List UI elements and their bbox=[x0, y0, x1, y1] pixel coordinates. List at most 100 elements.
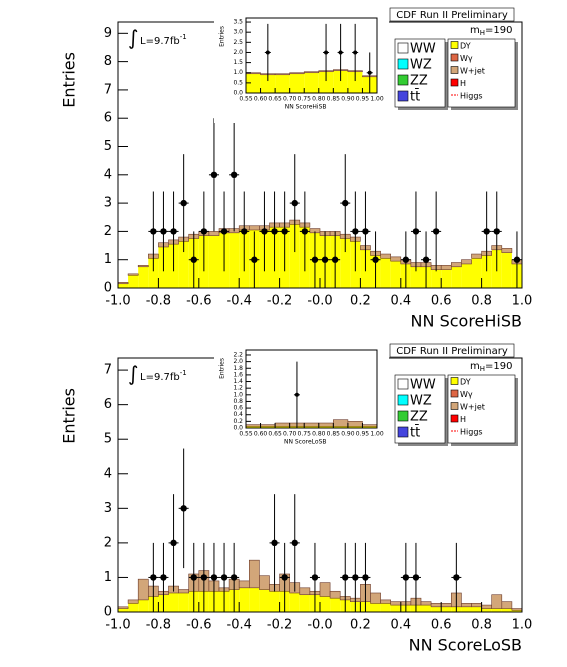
data-point bbox=[291, 199, 298, 207]
data-point bbox=[291, 539, 298, 547]
data-point bbox=[271, 539, 278, 547]
data-point bbox=[402, 574, 410, 581]
histogram-bar bbox=[461, 263, 472, 288]
histogram-bar bbox=[178, 592, 189, 612]
legend-label: tt̄ bbox=[410, 425, 420, 440]
title-box bbox=[389, 7, 515, 22]
histogram-bar bbox=[239, 587, 250, 612]
data-point bbox=[372, 256, 379, 263]
histogram-bar bbox=[471, 606, 482, 612]
histogram-bar bbox=[178, 241, 189, 288]
histogram-bar bbox=[238, 580, 250, 589]
data-point bbox=[412, 574, 420, 581]
histogram-bar bbox=[318, 71, 334, 93]
histogram-bar bbox=[138, 599, 149, 612]
x-axis-title: NN ScoreHiSB bbox=[285, 104, 327, 111]
histogram-bar bbox=[148, 258, 159, 288]
title-box bbox=[389, 343, 515, 358]
y-tick-label: 0.0 bbox=[233, 90, 243, 97]
histogram-bar bbox=[138, 266, 149, 288]
y-tick-label: 0.6 bbox=[233, 405, 243, 412]
mass-label: mH=190 bbox=[470, 25, 512, 37]
legend-swatch bbox=[397, 394, 409, 406]
y-tick-label: 7 bbox=[104, 363, 112, 378]
data-point bbox=[432, 228, 440, 235]
x-tick-label: -0.0 bbox=[307, 294, 332, 309]
x-tick-label: 0.95 bbox=[356, 431, 370, 438]
data-point bbox=[367, 70, 372, 75]
histogram-bar bbox=[249, 587, 260, 612]
legend-label: DY bbox=[460, 378, 471, 387]
x-tick-label: -0.0 bbox=[307, 618, 332, 633]
legend-box bbox=[447, 374, 516, 444]
histogram-bar bbox=[299, 594, 310, 612]
x-tick-label: -0.4 bbox=[227, 618, 252, 633]
mass-subscript: H bbox=[480, 29, 485, 37]
histogram-bar bbox=[440, 265, 452, 270]
legend-label: ZZ bbox=[410, 74, 428, 89]
data-point bbox=[210, 171, 218, 179]
y-tick-label: 6 bbox=[104, 111, 112, 126]
histogram-bar bbox=[461, 259, 472, 265]
data-point bbox=[281, 574, 288, 581]
y-tick-label: 2.0 bbox=[233, 358, 243, 365]
histogram-bar bbox=[275, 426, 290, 428]
legend-swatch bbox=[397, 410, 409, 422]
histogram-bar bbox=[137, 265, 149, 268]
histogram-bar bbox=[471, 603, 482, 608]
data-point bbox=[342, 574, 349, 581]
data-point bbox=[230, 574, 238, 581]
histogram-bar bbox=[275, 74, 290, 93]
y-tick-label: 1.5 bbox=[233, 59, 243, 66]
y-axis-title: Entries bbox=[60, 52, 79, 108]
legend-swatch bbox=[450, 389, 459, 398]
plot-frame bbox=[245, 17, 378, 94]
data-point bbox=[200, 574, 208, 581]
chart-title: CDF Run II Preliminary bbox=[396, 346, 508, 357]
y-tick-label: 4 bbox=[104, 466, 112, 481]
x-tick-label: 0.4 bbox=[390, 618, 411, 633]
legend-box bbox=[447, 38, 516, 108]
x-tick-label: -0.8 bbox=[146, 294, 171, 309]
histogram-bar bbox=[410, 266, 421, 288]
x-tick-label: 0.55 bbox=[239, 431, 253, 438]
histogram-bar bbox=[511, 610, 522, 612]
legend-swatch bbox=[397, 42, 409, 54]
data-point bbox=[200, 228, 208, 235]
x-tick-label: 0.75 bbox=[298, 431, 312, 438]
histogram-bar bbox=[118, 283, 129, 288]
histogram-bar bbox=[333, 70, 348, 93]
histogram-bar bbox=[333, 419, 349, 427]
histogram-bar bbox=[329, 590, 341, 599]
legend-swatch bbox=[397, 74, 409, 86]
legend-label: W+jet bbox=[460, 403, 485, 412]
data-point bbox=[160, 228, 167, 235]
data-point bbox=[150, 574, 157, 581]
data-point bbox=[331, 256, 339, 263]
legend-label: H bbox=[460, 79, 466, 88]
histogram-bar bbox=[249, 559, 260, 589]
x-tick-label: 0.80 bbox=[312, 96, 326, 103]
mass-value: =190 bbox=[485, 361, 512, 372]
legend-swatch bbox=[397, 378, 409, 390]
legend-label: Wγ bbox=[460, 54, 473, 63]
histogram-bar bbox=[461, 603, 472, 608]
legend-label: tt̄ bbox=[410, 89, 420, 104]
x-tick-label: 0.70 bbox=[283, 431, 297, 438]
histogram-bar bbox=[304, 426, 319, 428]
y-tick-label: 3.5 bbox=[233, 19, 243, 26]
histogram-bar bbox=[501, 601, 513, 609]
legend-label: W+jet bbox=[460, 67, 485, 76]
data-point bbox=[301, 228, 309, 235]
histogram-bar bbox=[168, 592, 179, 612]
x-tick-label: 0.2 bbox=[350, 294, 371, 309]
histogram-bar bbox=[501, 252, 512, 288]
x-axis-title: NN ScoreLoSB bbox=[284, 439, 327, 446]
data-point bbox=[294, 392, 299, 397]
histogram-bar bbox=[362, 426, 377, 428]
legend-swatch bbox=[450, 414, 459, 423]
histogram-bar bbox=[481, 604, 493, 609]
histogram-bar bbox=[319, 582, 331, 597]
histogram-bar bbox=[461, 606, 472, 612]
x-tick-label: 0.6 bbox=[431, 294, 452, 309]
